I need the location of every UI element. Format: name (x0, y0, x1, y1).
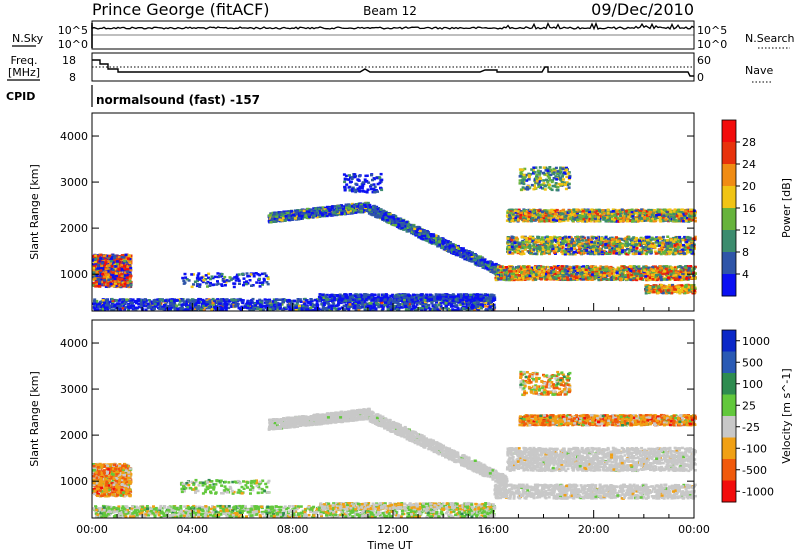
power-ylabel: Slant Range [km] (28, 164, 41, 260)
power-colorbar-tick-label: 24 (742, 158, 756, 171)
beam-label: Beam 12 (363, 4, 417, 18)
xtick-label: 04:00 (176, 523, 208, 536)
velocity-colorbar-cell (722, 480, 736, 503)
noise-bottom-tick-left: 10^0 (58, 38, 88, 51)
velocity-colorbar-tick-label: -1000 (742, 485, 774, 498)
velocity-colorbar-cell (722, 394, 736, 417)
xtick-label: 00:00 (678, 523, 710, 536)
velocity-colorbar-tick-label: 1000 (742, 335, 770, 348)
velocity-colorbar-tick-label: -500 (742, 464, 767, 477)
power-colorbar-cell (722, 142, 736, 165)
power-colorbar-tick-label: 20 (742, 180, 756, 193)
cpid-label: CPID (6, 90, 35, 103)
power-colorbar-tick-label: 12 (742, 224, 756, 237)
xtick-label: 16:00 (477, 523, 509, 536)
xtick-label: 20:00 (578, 523, 610, 536)
power-colorbar-cell (722, 274, 736, 297)
velocity-colorbar-label: Velocity [m s^-1] (780, 368, 793, 463)
power-scatter (92, 166, 697, 312)
velocity-colorbar-cell (722, 373, 736, 395)
freq-label-2: [MHz] (8, 66, 40, 79)
velocity-ytick-label: 4000 (60, 337, 88, 350)
velocity-colorbar-cell (722, 437, 736, 460)
freq-tick-8: 8 (69, 71, 76, 84)
velocity-ytick-label: 1000 (60, 475, 88, 488)
cpid-value: normalsound (fast) -157 (96, 93, 260, 107)
station-title: Prince George (fitACF) (92, 0, 270, 19)
velocity-colorbar-tick-label: 25 (742, 399, 756, 412)
power-colorbar-cell (722, 252, 736, 275)
velocity-ylabel: Slant Range [km] (28, 371, 41, 467)
power-colorbar-cell (722, 164, 736, 187)
velocity-colorbar-tick-label: -100 (742, 442, 767, 455)
velocity-colorbar-frame (721, 329, 737, 503)
velocity-colorbar-tick-label: -25 (742, 421, 760, 434)
xtick-label: 00:00 (76, 523, 108, 536)
power-ytick-label: 2000 (60, 222, 88, 235)
freq-tick-18: 18 (62, 54, 76, 67)
noise-bottom-tick-right: 10^0 (697, 38, 727, 51)
nave-tick-0: 0 (697, 71, 704, 84)
xtick-label: 12:00 (377, 523, 409, 536)
noise-sky-label: N.Sky (12, 32, 44, 45)
velocity-colorbar-tick-label: 500 (742, 356, 763, 369)
velocity-colorbar-cell (722, 330, 736, 352)
xaxis-label: Time UT (366, 539, 412, 552)
noise-search-label: N.Search (745, 32, 795, 45)
power-colorbar-cell (722, 186, 736, 209)
power-colorbar-label: Power [dB] (780, 178, 793, 238)
noise-top-tick-left: 10^5 (58, 24, 88, 37)
date-label: 09/Dec/2010 (591, 0, 694, 19)
power-ytick-label: 1000 (60, 268, 88, 281)
nave-tick-60: 60 (697, 54, 711, 67)
velocity-colorbar-cell (722, 416, 736, 438)
xtick-label: 08:00 (277, 523, 309, 536)
velocity-colorbar-cell (722, 351, 736, 374)
power-colorbar-cell (722, 230, 736, 253)
freq-label-1: Freq. (10, 54, 37, 67)
velocity-colorbar-cell (722, 459, 736, 481)
noise-top-tick-right: 10^5 (697, 24, 727, 37)
power-ytick-label: 3000 (60, 176, 88, 189)
power-ytick-label: 4000 (60, 130, 88, 143)
nave-label: Nave (745, 64, 773, 77)
velocity-ytick-label: 3000 (60, 383, 88, 396)
power-colorbar-cell (722, 120, 736, 143)
power-colorbar-tick-label: 28 (742, 136, 756, 149)
power-colorbar-cell (722, 208, 736, 231)
noise-sky-line (91, 21, 695, 31)
velocity-colorbar-tick-label: 100 (742, 378, 763, 391)
velocity-ytick-label: 2000 (60, 429, 88, 442)
power-colorbar-tick-label: 16 (742, 202, 756, 215)
power-colorbar-tick-label: 8 (742, 246, 749, 259)
velocity-scatter (92, 370, 697, 519)
power-colorbar-tick-label: 4 (742, 268, 749, 281)
freq-line (92, 59, 694, 77)
